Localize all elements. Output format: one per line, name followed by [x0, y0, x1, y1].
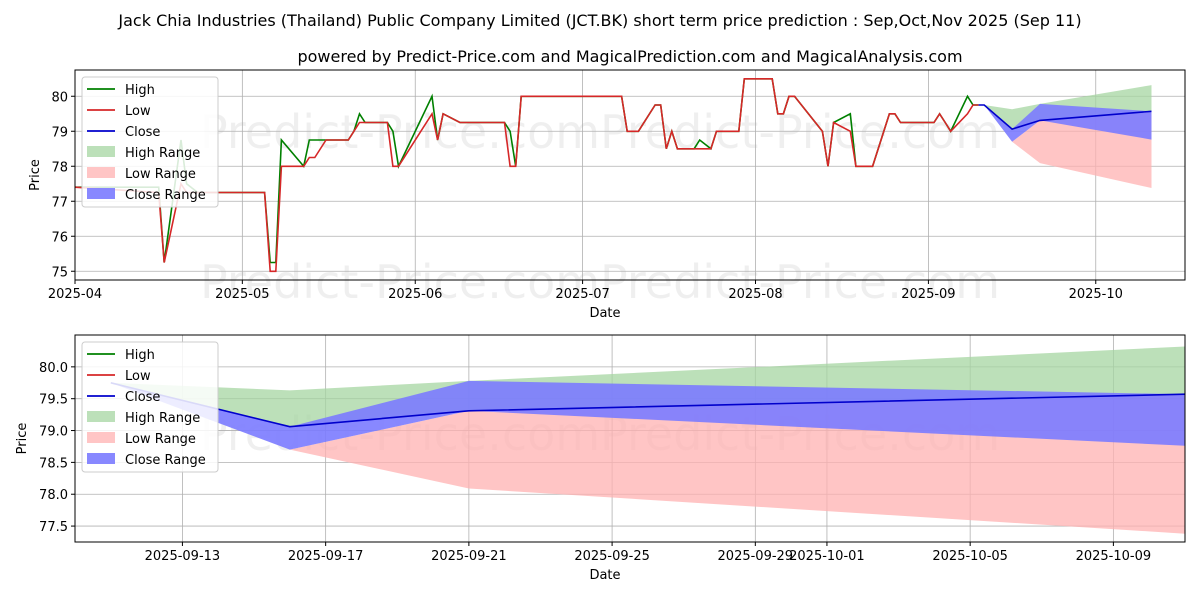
top-panel-price-history: Predict-Price.com Predict-Price.comPredic…: [28, 69, 1186, 321]
x-tick-label: 2025-09-29: [718, 549, 794, 564]
legend-entry-label: Low Range: [125, 167, 196, 182]
grid: [74, 70, 1185, 280]
x-tick-label: 2025-10-05: [932, 549, 1008, 564]
y-axis-label: Price: [15, 423, 30, 455]
legend-swatch-low-range: [87, 432, 115, 443]
legend-entry-label: Close: [125, 125, 160, 140]
y-tick-label: 78.5: [39, 456, 68, 471]
y-tick-label: 80: [51, 90, 68, 105]
plot-frame: [74, 69, 1186, 281]
x-tick-label: 2025-10-01: [789, 549, 865, 564]
y-tick-label: 75: [51, 265, 68, 280]
watermark-text: Predict-Price.com: [200, 105, 600, 159]
watermark-text: Predict-Price.com: [600, 105, 1000, 159]
y-tick-label: 77: [51, 195, 68, 210]
y-axis-label: Price: [28, 159, 43, 191]
legend-entry-label: Low: [125, 104, 151, 119]
y-tick-label: 76: [51, 230, 68, 245]
x-tick-label: 2025-09-25: [574, 549, 650, 564]
legend-box: [81, 341, 219, 473]
x-tick-label: 2025-05: [215, 287, 269, 302]
legend-swatch-low-range: [87, 167, 115, 178]
watermark-text: Predict-Price.com: [600, 255, 1000, 309]
x-tick-label: 2025-09-17: [288, 549, 364, 564]
close-series-line: [978, 104, 1152, 130]
legend-entry-label: Close: [125, 390, 160, 405]
x-tick-label: 2025-09-21: [431, 549, 507, 564]
legend: High Low Close High Range Low Range Close Ran…: [81, 76, 219, 208]
legend-swatch-close-range: [87, 188, 115, 199]
watermark-text: Predict-Price.com: [200, 255, 600, 309]
low-series-line: [74, 78, 979, 273]
x-tick-label: 2025-10-09: [1076, 549, 1152, 564]
y-tick-label: 77.5: [39, 520, 68, 535]
x-axis-label: Date: [589, 568, 620, 583]
x-tick-label: 2025-10: [1069, 287, 1123, 302]
x-tick-label: 2025-09: [901, 287, 955, 302]
legend-entry-label: High Range: [125, 411, 200, 426]
close-range-band: [978, 103, 1152, 142]
legend-entry-label: High Range: [125, 146, 200, 161]
y-tick-label: 79: [51, 125, 68, 140]
plot-frame: [74, 334, 1186, 543]
legend-entry-label: High: [125, 348, 155, 363]
legend-box: [81, 76, 219, 208]
legend-entry-label: Low: [125, 369, 151, 384]
x-axis-label: Date: [589, 306, 620, 321]
y-tick-label: 78.0: [39, 488, 68, 503]
x-tick-label: 2025-09-13: [145, 549, 221, 564]
legend-entry-label: Close Range: [125, 188, 206, 203]
bottom-panel-prediction-zoom: Predict-Price.comPredict-Price.com2025-0…: [15, 334, 1186, 583]
legend-entry-label: Low Range: [125, 432, 196, 447]
y-tick-label: 80.0: [39, 361, 68, 376]
x-tick-label: 2025-08: [728, 287, 782, 302]
x-tick-label: 2025-07: [555, 287, 609, 302]
legend-entry-label: Close Range: [125, 453, 206, 468]
legend-swatch-close-range: [87, 453, 115, 464]
chart-title: Jack Chia Industries (Thailand) Public C…: [117, 11, 1081, 30]
x-tick-label: 2025-04: [48, 287, 102, 302]
legend-swatch-high-range: [87, 146, 115, 157]
x-tick-label: 2025-06: [388, 287, 442, 302]
legend: High Low Close High Range Low Range Close Ran…: [81, 341, 219, 473]
legend-swatch-high-range: [87, 411, 115, 422]
y-tick-label: 79.0: [39, 425, 68, 440]
legend-entry-label: High: [125, 83, 155, 98]
chart-subtitle: powered by Predict-Price.com and Magical…: [297, 47, 962, 66]
y-tick-label: 78: [51, 160, 68, 175]
y-tick-label: 79.5: [39, 393, 68, 408]
close-range-band: [110, 380, 1185, 450]
